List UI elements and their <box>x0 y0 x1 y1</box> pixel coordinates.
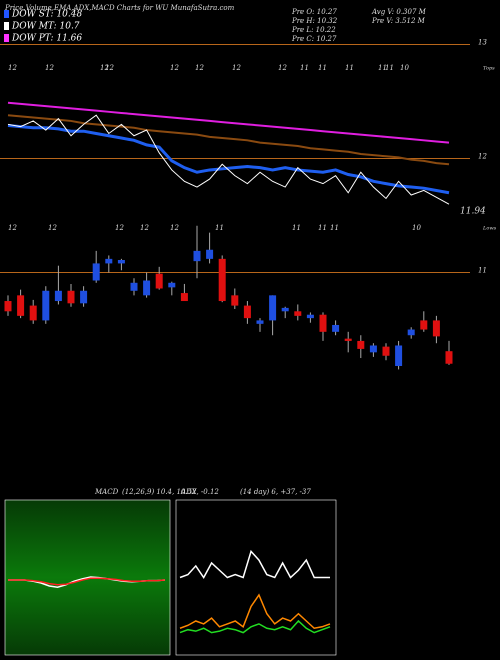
ema-line <box>7 123 450 195</box>
tops-value: 12 <box>45 64 54 72</box>
tops-value: 11 <box>318 64 327 72</box>
candle-body <box>218 258 226 302</box>
ema-line <box>7 101 450 144</box>
candle-body <box>54 290 62 302</box>
lows-value: 10 <box>412 224 421 232</box>
info-label: Pre C: 10.27 <box>291 35 337 43</box>
tops-label: Tops <box>483 66 495 72</box>
info-label: Avg V: 0.307 M <box>371 8 427 16</box>
annotation: 11.94 <box>460 207 486 217</box>
tops-value: 12 <box>100 64 109 72</box>
candle-body <box>231 295 239 306</box>
lows-value: 12 <box>140 224 149 232</box>
candle-body <box>294 311 302 316</box>
info-label: Pre O: 10.27 <box>291 8 337 16</box>
candle-body <box>344 338 352 341</box>
candle-body <box>143 280 151 296</box>
indicator-line <box>179 549 330 579</box>
candle-body <box>306 314 314 319</box>
candle-body <box>407 329 415 336</box>
y-tick-label: 13 <box>478 39 487 47</box>
lows-value: 11 <box>292 224 301 232</box>
tops-value: 12 <box>278 64 287 72</box>
indicator-line <box>179 619 331 634</box>
candle-body <box>67 290 75 304</box>
lows-value: 12 <box>115 224 124 232</box>
lows-value: 12 <box>8 224 17 232</box>
macd-title: MACD <box>94 488 119 496</box>
adx-title: ADX <box>180 488 198 496</box>
candle-body <box>117 260 125 264</box>
candle-body <box>395 345 403 367</box>
tops-value: 10 <box>400 64 409 72</box>
tops-value: 12 <box>232 64 241 72</box>
lows-value: 12 <box>48 224 57 232</box>
legend-swatch <box>4 34 9 42</box>
candle-body <box>80 290 88 304</box>
lows-value: 11 <box>330 224 339 232</box>
legend-label: DOW MT: 10.7 <box>11 22 80 32</box>
tops-value: 11 <box>385 64 394 72</box>
tops-value: 12 <box>195 64 204 72</box>
candle-body <box>319 314 327 332</box>
indicator-line <box>8 577 166 586</box>
candle-body <box>256 320 264 324</box>
candle-body <box>269 295 277 321</box>
candle-body <box>281 307 289 312</box>
tops-value: 12 <box>105 64 114 72</box>
tops-value: 12 <box>8 64 17 72</box>
candle-body <box>180 293 188 302</box>
candle-body <box>193 250 201 262</box>
info-label: Pre V: 3.512 M <box>371 17 426 25</box>
candle-body <box>155 273 163 289</box>
macd-subtitle: (12,26,9) 10.4, 10.52, -0.12 <box>122 488 219 496</box>
candle-body <box>243 305 251 319</box>
tops-value: 12 <box>170 64 179 72</box>
candle-body <box>432 320 440 337</box>
candle-body <box>420 320 428 330</box>
ema-line <box>7 114 450 205</box>
candle-body <box>4 301 12 312</box>
candle-body <box>42 290 50 321</box>
candle-body <box>332 324 340 332</box>
legend-label: DOW PT: 11.66 <box>11 34 82 44</box>
candle-body <box>17 295 25 316</box>
lows-value: 12 <box>170 224 179 232</box>
info-label: Pre L: 10.22 <box>291 26 336 34</box>
candle-body <box>168 282 176 288</box>
indicator-line <box>179 593 331 630</box>
candle-body <box>382 346 390 356</box>
info-label: Pre H: 10.32 <box>291 17 338 25</box>
legend-swatch <box>4 22 9 30</box>
candle-body <box>206 249 214 259</box>
lows-label: Lows <box>482 226 497 232</box>
candle-body <box>445 351 453 364</box>
candle-body <box>105 258 113 264</box>
lows-value: 11 <box>215 224 224 232</box>
y-tick-label: 12 <box>478 153 487 161</box>
tops-value: 11 <box>300 64 309 72</box>
legend-swatch <box>4 10 9 18</box>
y-tick-label: 11 <box>478 267 487 275</box>
legend-label: DOW ST: 10.48 <box>11 10 82 20</box>
candle-body <box>29 305 37 321</box>
ema-line <box>7 114 450 166</box>
candle-body <box>357 340 365 349</box>
tops-value: 11 <box>345 64 354 72</box>
candle-body <box>130 282 138 291</box>
chart-title: Price,Volume,EMA,ADX,MACD Charts for WU … <box>4 4 235 12</box>
lows-value: 11 <box>318 224 327 232</box>
candle-body <box>92 263 100 281</box>
candle-body <box>369 345 377 353</box>
tops-value: 11 <box>378 64 387 72</box>
adx-subtitle: (14 day) 6, +37, -37 <box>240 488 311 496</box>
